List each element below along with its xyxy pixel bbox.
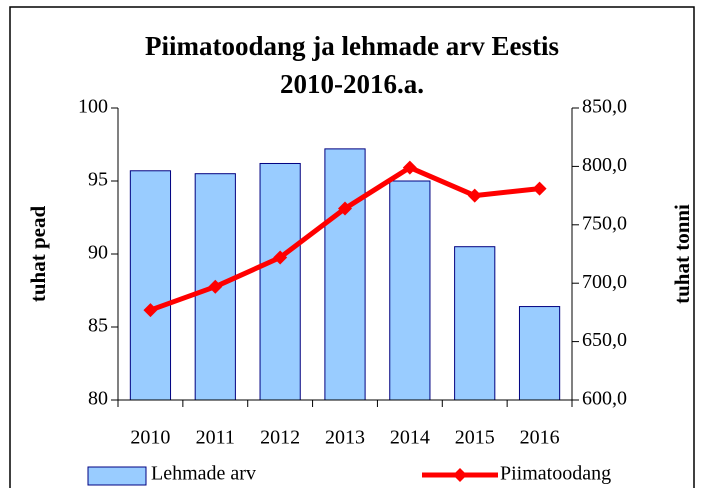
bar <box>259 162 301 401</box>
x-tick-label: 2016 <box>520 427 560 449</box>
bar <box>518 306 561 401</box>
x-tick-label: 2015 <box>455 427 495 449</box>
y2-axis-title: tuhat tonni <box>670 204 694 304</box>
line-marker <box>143 303 158 318</box>
y-tick-label: 95 <box>88 169 108 191</box>
line-marker <box>338 201 352 216</box>
y2-tick-label: 650,0 <box>582 329 627 351</box>
y2-tick-label: 600,0 <box>582 388 627 410</box>
x-tick-label: 2010 <box>130 427 170 449</box>
y-tick-label: 85 <box>88 315 108 337</box>
bar <box>324 148 366 401</box>
line-marker <box>402 160 417 175</box>
bar <box>454 246 496 401</box>
line-marker <box>467 188 482 203</box>
bar <box>129 170 172 401</box>
legend-label: Lehmade arv <box>151 463 256 485</box>
chart-title: 2010-2016.a. <box>280 69 424 99</box>
x-tick-label: 2014 <box>390 427 430 449</box>
legend-swatch <box>453 468 467 482</box>
y2-tick-label: 700,0 <box>582 271 627 293</box>
y2-tick-label: 750,0 <box>582 212 627 234</box>
x-tick-label: 2012 <box>260 427 300 449</box>
line-marker <box>273 250 288 265</box>
x-tick-label: 2011 <box>196 427 235 449</box>
y2-tick-label: 800,0 <box>582 154 627 176</box>
y-tick-label: 100 <box>78 96 108 118</box>
chart-title: Piimatoodang ja lehmade arv Eestis <box>145 31 559 61</box>
bar <box>389 180 431 401</box>
legend-label: Piimatoodang <box>500 463 611 485</box>
legend-swatch <box>87 466 147 486</box>
x-tick-label: 2013 <box>325 427 365 449</box>
y-tick-label: 90 <box>88 242 108 264</box>
line-marker <box>532 181 547 196</box>
y2-tick-label: 850,0 <box>582 96 627 118</box>
y-axis-title: tuhat pead <box>26 206 50 303</box>
y-tick-label: 80 <box>88 388 108 410</box>
line-marker <box>208 279 223 294</box>
